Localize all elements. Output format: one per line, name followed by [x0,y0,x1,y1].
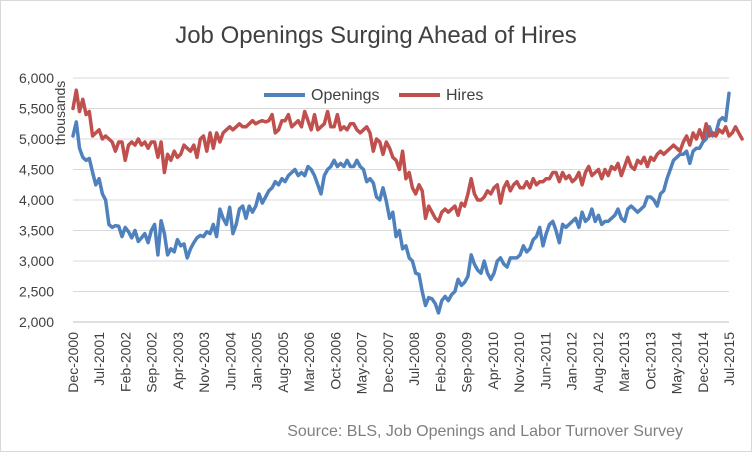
x-tick-label: Jul-2008 [406,332,422,386]
x-tick-label: Jul-2001 [91,332,107,386]
y-tick-label: 3,000 [19,253,54,269]
x-tick-label: Mar-2013 [616,332,632,392]
x-tick-label: Jan-2005 [249,332,265,391]
x-tick-label: Jan-2012 [564,332,580,391]
x-tick-label: Oct-2006 [327,332,343,390]
x-tick-label: Jun-2011 [537,332,553,390]
chart-title: Job Openings Surging Ahead of Hires [175,22,577,49]
x-tick-label: Nov-2003 [196,332,212,393]
y-tick-label: 4,000 [19,192,54,208]
x-tick-label: Mar-2006 [301,332,317,392]
x-tick-label: Sep-2009 [459,332,475,393]
legend-label-hires: Hires [446,87,483,104]
x-tick-label: Aug-2005 [275,332,291,393]
x-tick-label: Nov-2010 [511,332,527,393]
x-tick-label: Apr-2003 [170,332,186,390]
y-tick-label: 5,500 [19,101,54,117]
x-tick-label: Aug-2012 [590,332,606,393]
source-note: Source: BLS, Job Openings and Labor Turn… [287,423,683,440]
series-line-hires [71,88,744,224]
x-tick-label: Dec-2000 [65,332,81,393]
y-tick-label: 2,500 [19,284,54,300]
legend: Openings Hires [264,87,483,104]
y-axis-label: thousands [52,81,68,146]
x-tick-label: Sep-2002 [144,332,160,393]
x-tick-label: Apr-2010 [485,332,501,390]
x-tick-label: Oct-2013 [642,332,658,390]
y-tick-label: 6,000 [19,70,54,86]
legend-label-openings: Openings [311,87,380,104]
x-tick-label: May-2014 [669,332,685,394]
gridlines [73,77,729,292]
x-tick-label: May-2007 [354,332,370,394]
y-tick-label: 2,000 [19,314,54,330]
y-tick-label: 5,000 [19,131,54,147]
x-tick-label: Feb-2009 [432,332,448,392]
x-tick-label: Dec-2014 [695,332,711,393]
series-line-openings [71,91,731,315]
y-tick-label: 4,500 [19,162,54,178]
x-tick-label: Jun-2004 [222,332,238,391]
x-axis-ticks: Dec-2000 Jul-2001 Feb-2002 Sep-2002 Apr-2003… [65,332,737,394]
y-tick-label: 3,500 [19,223,54,239]
series-lines [71,88,744,315]
x-tick-label: Dec-2007 [380,332,396,393]
y-axis-ticks: 2,000 2,500 3,000 3,500 4,000 4,500 5,000 5,500… [19,70,54,330]
x-tick-label: Feb-2002 [117,332,133,392]
x-tick-label: Jul-2015 [721,332,737,386]
